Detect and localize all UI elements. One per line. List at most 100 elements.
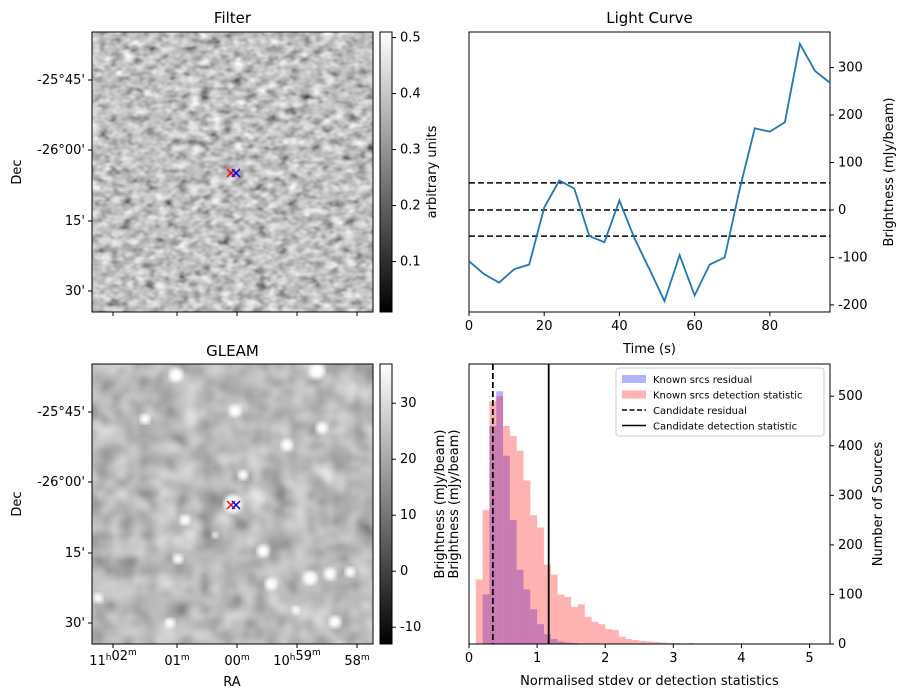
hist-bar-detection: [482, 510, 490, 644]
filter-panel: Filter Dec -25°45' -26°00' 15' 30' 0.1 0.2 0.3 0.…: [10, 9, 440, 316]
hist-xlabel: Normalised stdev or detection statistics: [520, 674, 779, 689]
hist-bar-detection: [537, 527, 544, 644]
gleam-source: [345, 567, 355, 577]
filter-frame: [91, 31, 374, 313]
hist-frame: [468, 363, 831, 645]
gleam-xtick-label: 11h02m: [89, 648, 137, 669]
hist-bar-detection: [618, 636, 626, 644]
gleam-colorbar-tick-label: -10: [400, 620, 421, 635]
gleam-source: [212, 532, 218, 538]
hist-bar-detection: [557, 594, 565, 644]
hist-bar-detection: [509, 435, 517, 644]
gleam-ytick-label: -25°45': [37, 405, 85, 420]
filter-title: Filter: [214, 9, 252, 27]
lightcurve-title: Light Curve: [606, 9, 692, 27]
hist-bar-detection: [632, 640, 640, 644]
hist-bar-detection: [564, 596, 572, 644]
gleam-xlabel: RA: [223, 675, 241, 690]
hist-bar-detection: [550, 574, 558, 644]
gleam-source: [238, 470, 248, 480]
hist-bar-residual: [564, 642, 572, 644]
gleam-colorbar-label: Brightness (mJy/beam): [433, 430, 448, 579]
hist-xtick-label: 1: [533, 651, 541, 666]
lightcurve-xtick-label: 60: [686, 319, 703, 334]
hist-bar-detection: [652, 642, 660, 644]
hist-xtick-label: 4: [737, 651, 745, 666]
gleam-source: [281, 439, 293, 451]
gleam-source: [140, 414, 150, 424]
hist-bar-detection: [516, 450, 524, 644]
hist-bar-detection: [523, 480, 531, 644]
filter-ytick-label: -25°45': [37, 73, 85, 88]
hist-bar-residual: [530, 609, 538, 644]
gleam-colorbar-tick-label: 0: [400, 564, 408, 579]
gleam-xtick-label: 58m: [344, 653, 369, 669]
lightcurve-xlabel: Time (s): [622, 342, 676, 357]
lightcurve-ytick-label: -200: [838, 298, 868, 313]
light-curve-panel: Light Curve 0 20 40 60 80 -200 -100 0 100 200 300 Ti…: [465, 9, 897, 357]
hist-left-ylabel: Brightness (mJy/beam): [447, 430, 462, 579]
lightcurve-ytick-label: 100: [838, 156, 863, 171]
lightcurve-ytick-label: 200: [838, 108, 863, 123]
lightcurve-xtick-label: 0: [465, 319, 473, 334]
hist-legend-label: Candidate detection statistic: [653, 422, 797, 433]
filter-ytick-label: -26°00': [37, 143, 85, 158]
hist-legend-label: Candidate residual: [653, 406, 747, 417]
gleam-xtick-label: 01m: [164, 653, 189, 669]
hist-bar-detection: [598, 624, 606, 644]
hist-xtick-label: 5: [805, 651, 813, 666]
gleam-source: [309, 364, 325, 379]
filter-colorbar-tick-label: 0.4: [400, 87, 421, 102]
hist-ytick-label: 100: [838, 587, 863, 602]
hist-legend-swatch: [622, 375, 646, 383]
gleam-colorbar-tick-label: 30: [400, 396, 417, 411]
hist-legend: Known srcs residual Known srcs detection …: [615, 367, 825, 437]
hist-bar-detection: [625, 639, 633, 644]
hist-bar-detection: [584, 616, 592, 644]
gleam-xtick-label: 00m: [224, 653, 249, 669]
hist-bar-residual: [482, 594, 490, 644]
filter-ylabel: Dec: [10, 159, 25, 184]
hist-plot-area: [475, 364, 749, 644]
gleam-source-marker: [231, 500, 241, 510]
gleam-ytick-label: 15': [65, 546, 85, 561]
gleam-source: [316, 422, 328, 434]
hist-right-ylabel: Number of Sources: [871, 442, 886, 567]
filter-ytick-label: 30': [65, 284, 85, 299]
gleam-source: [329, 616, 341, 628]
hist-bar-residual: [537, 624, 544, 644]
gleam-source: [292, 606, 300, 614]
hist-bar-residual: [557, 641, 565, 644]
gleam-xtick-label: 10h59m: [273, 648, 321, 669]
filter-colorbar: [379, 31, 393, 313]
hist-bar-detection: [646, 641, 653, 644]
hist-legend-swatch: [622, 390, 646, 399]
filter-colorbar-tick-label: 0.3: [400, 143, 421, 158]
gleam-sources: [93, 364, 355, 628]
lightcurve-xtick-label: 20: [536, 319, 553, 334]
filter-colorbar-tick-label: 0.5: [400, 31, 421, 46]
hist-bar-residual: [516, 569, 524, 644]
lightcurve-ytick-label: 0: [838, 203, 846, 218]
hist-bar-residual: [550, 639, 558, 644]
gleam-source: [173, 554, 183, 564]
gleam-colorbar-tick-label: 20: [400, 452, 417, 467]
hist-bar-residual: [543, 634, 551, 644]
lightcurve-ytick-label: -100: [838, 250, 868, 265]
hist-legend-box: [615, 367, 825, 437]
filter-colorbar-label: arbitrary units: [425, 125, 440, 218]
gleam-source: [180, 515, 190, 525]
gleam-frame: [91, 363, 374, 645]
lightcurve-ytick-label: 300: [838, 61, 863, 76]
hist-bar-residual: [503, 455, 510, 644]
hist-bar-residual: [509, 520, 517, 644]
gleam-ylabel: Dec: [10, 491, 25, 516]
hist-bar-residual: [496, 391, 504, 644]
gleam-source: [324, 568, 336, 580]
lightcurve-ylabel: Brightness (mJy/beam): [882, 98, 897, 247]
filter-colorbar-tick-label: 0.1: [400, 255, 421, 270]
gleam-source: [257, 545, 269, 557]
hist-xtick-label: 0: [465, 651, 473, 666]
hist-bar-detection: [591, 621, 599, 644]
